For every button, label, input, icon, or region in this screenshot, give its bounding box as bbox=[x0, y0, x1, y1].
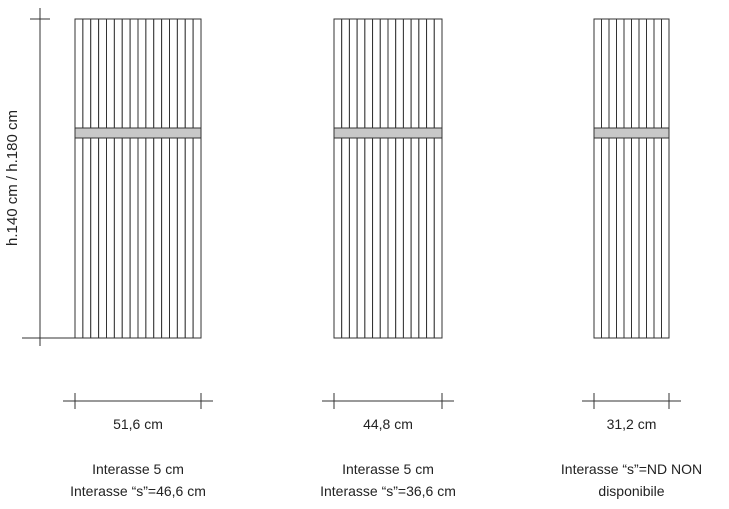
height-dimension: h.140 cm / h.180 cm bbox=[4, 8, 75, 346]
radiator-2: 44,8 cm Interasse 5 cm Interasse “s”=36,… bbox=[320, 18, 456, 499]
radiator-3-width-dimension bbox=[582, 393, 681, 409]
radiator-2-tube bbox=[395, 18, 404, 339]
radiator-3-tube bbox=[646, 18, 655, 339]
radiator-1-width-dimension bbox=[63, 393, 213, 409]
radiator-2-tube bbox=[433, 18, 443, 339]
radiator-1-tube bbox=[153, 18, 163, 339]
radiator-1-tube bbox=[90, 18, 100, 339]
radiator-2-tubes bbox=[333, 18, 443, 339]
radiator-2-caption-line-2: Interasse “s”=36,6 cm bbox=[320, 483, 456, 499]
radiator-1-tube bbox=[74, 18, 84, 339]
radiator-3-tube bbox=[631, 18, 640, 339]
radiator-3-tube bbox=[601, 18, 610, 339]
radiator-1-caption-line-2: Interasse “s”=46,6 cm bbox=[70, 483, 206, 499]
radiator-1: 51,6 cm Interasse 5 cm Interasse “s”=46,… bbox=[63, 18, 213, 499]
radiator-3-tubes bbox=[593, 18, 670, 339]
radiator-3-tube bbox=[638, 18, 647, 339]
radiator-2-tube bbox=[418, 18, 428, 339]
radiator-2-width-dimension bbox=[322, 393, 454, 409]
radiator-2-width-label: 44,8 cm bbox=[363, 416, 413, 432]
radiator-1-tube bbox=[106, 18, 115, 339]
radiator-3-tube bbox=[653, 18, 662, 339]
radiator-1-caption-line-1: Interasse 5 cm bbox=[92, 461, 184, 477]
radiator-3-crossbar bbox=[593, 127, 670, 139]
radiator-2-tube bbox=[387, 18, 397, 339]
radiator-3-caption-line-2: disponibile bbox=[598, 483, 664, 499]
radiator-2-tube bbox=[348, 18, 358, 339]
radiator-3-tube bbox=[616, 18, 625, 339]
height-label: h.140 cm / h.180 cm bbox=[4, 110, 21, 246]
radiator-1-tube bbox=[82, 18, 92, 339]
radiator-2-tube bbox=[402, 18, 412, 339]
radiator-1-tube bbox=[137, 18, 147, 339]
radiator-2-tube bbox=[333, 18, 343, 339]
radiator-3-tube bbox=[608, 18, 617, 339]
radiator-2-caption-line-1: Interasse 5 cm bbox=[342, 461, 434, 477]
radiator-1-tube bbox=[98, 18, 108, 339]
radiator-2-tube bbox=[426, 18, 435, 339]
radiator-1-tube bbox=[184, 18, 194, 339]
radiator-1-tube bbox=[129, 18, 139, 339]
radiator-1-tube bbox=[161, 18, 171, 339]
radiator-3: 31,2 cm Interasse “s”=ND NON disponibile bbox=[561, 18, 702, 499]
radiator-2-tube bbox=[364, 18, 374, 339]
radiator-1-tube bbox=[113, 18, 123, 339]
radiator-1-crossbar bbox=[74, 127, 202, 139]
radiator-3-caption-line-1: Interasse “s”=ND NON bbox=[561, 461, 702, 477]
radiator-1-tube bbox=[176, 18, 186, 339]
radiator-2-tube bbox=[410, 18, 420, 339]
radiator-1-tubes bbox=[74, 18, 202, 339]
radiator-2-tube bbox=[372, 18, 381, 339]
radiator-3-width-label: 31,2 cm bbox=[607, 416, 657, 432]
radiator-1-width-label: 51,6 cm bbox=[113, 416, 163, 432]
radiator-2-tube bbox=[356, 18, 366, 339]
radiator-3-tube bbox=[593, 18, 602, 339]
radiator-1-tube bbox=[192, 18, 202, 339]
radiator-3-tube bbox=[661, 18, 670, 339]
radiator-2-tube bbox=[379, 18, 389, 339]
radiator-2-crossbar bbox=[333, 127, 443, 139]
radiator-2-tube bbox=[341, 18, 350, 339]
radiator-1-tube bbox=[121, 18, 131, 339]
radiator-3-tube bbox=[623, 18, 632, 339]
radiator-1-tube bbox=[169, 18, 178, 339]
radiator-1-tube bbox=[145, 18, 155, 339]
